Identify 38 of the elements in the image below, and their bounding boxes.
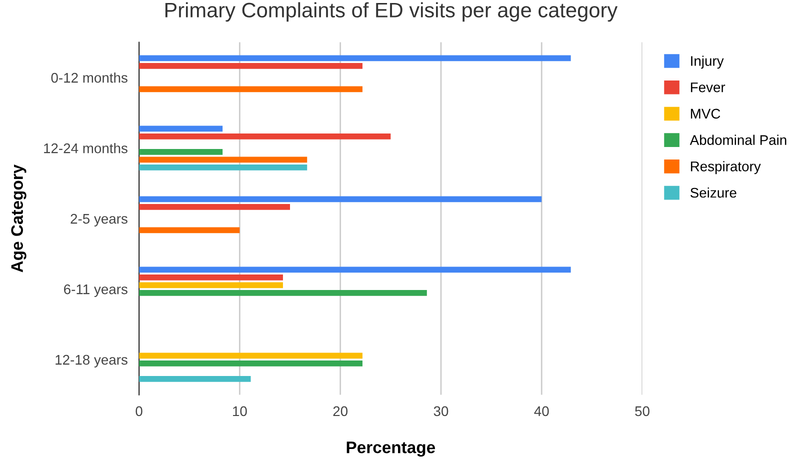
y-tick-label: 6-11 years — [64, 284, 128, 297]
bar — [139, 274, 283, 280]
y-tick-label: 12-24 months — [44, 143, 128, 154]
bar — [139, 149, 223, 155]
bar — [139, 290, 427, 296]
y-tick-label: 12-18 years — [56, 354, 128, 368]
x-axis-title: Percentage — [346, 442, 436, 457]
bar — [139, 134, 391, 140]
bar — [139, 204, 290, 210]
bar — [139, 164, 308, 170]
legend-label: Injury — [691, 56, 724, 69]
x-tick-label: 10 — [233, 406, 247, 416]
chart-title: Primary Complaints of ED visits per age category — [165, 2, 618, 22]
x-tick-label: 50 — [635, 406, 650, 416]
x-tick-label: 40 — [534, 406, 549, 416]
bar — [139, 266, 571, 273]
bar — [139, 63, 362, 69]
legend-label: Respiratory — [690, 161, 761, 174]
x-tick-label: 0 — [136, 406, 142, 416]
legend-label: Seizure — [690, 187, 736, 198]
x-tick-label: 20 — [333, 406, 348, 416]
bar — [139, 376, 251, 382]
bar — [139, 227, 240, 234]
legend-label: Fever — [690, 82, 726, 92]
bar — [139, 196, 542, 202]
y-tick-label: 0-12 months — [51, 72, 128, 83]
bar — [139, 126, 223, 132]
bar — [139, 156, 308, 163]
legend-label: MVC — [690, 108, 720, 119]
y-axis-title: Age Category — [11, 164, 26, 272]
legend-label: Abdominal Pain — [690, 134, 786, 145]
bar — [139, 360, 362, 366]
bar — [139, 282, 283, 288]
bar — [139, 55, 571, 62]
bar — [139, 86, 362, 92]
x-tick-label: 30 — [434, 406, 448, 416]
bar — [139, 352, 362, 359]
y-tick-label: 2-5 years — [70, 214, 128, 226]
